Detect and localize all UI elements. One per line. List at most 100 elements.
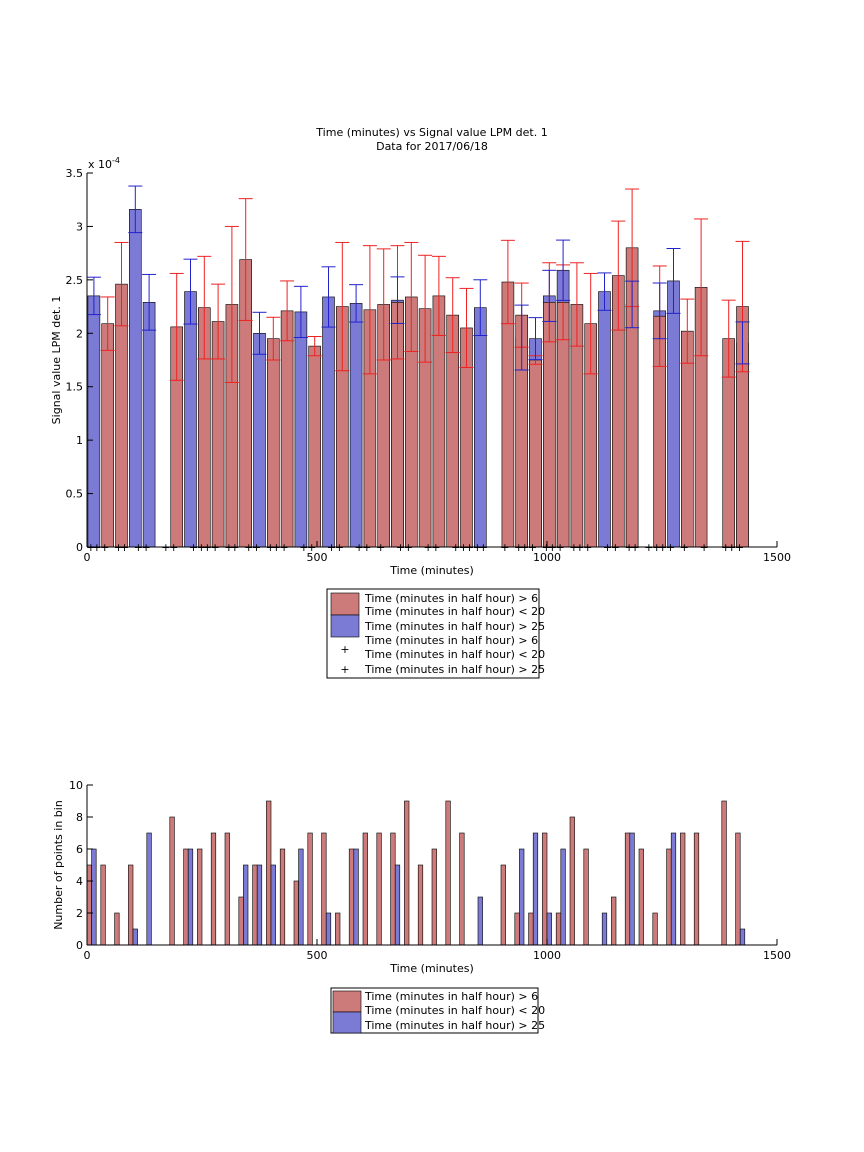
bar-blue [532, 832, 539, 946]
legend-count: Time (minutes in half hour) > 6 Time (mi… [330, 987, 545, 1034]
bar-blue [132, 928, 138, 946]
legend-marker-blue: + [340, 663, 349, 676]
y-tick-label: 10 [69, 779, 83, 792]
x-tick-label: 1500 [763, 949, 791, 962]
y-tick-label: 1 [76, 434, 83, 447]
y-tick-label: 4 [76, 875, 83, 888]
legend-swatch-red [332, 990, 362, 1013]
bar-red [100, 864, 106, 946]
y-tick-label: 2.5 [66, 274, 84, 287]
bar-red [611, 896, 617, 946]
bar-red [362, 832, 368, 946]
bar-red [417, 864, 424, 946]
y-tick-label: 6 [76, 843, 83, 856]
bar-red [335, 912, 341, 946]
bars-layer [87, 209, 749, 548]
bar-red [183, 848, 189, 946]
chart-title: Time (minutes) vs Signal value LPM det. … [315, 126, 547, 139]
bar-blue [394, 864, 401, 946]
legend-entry: Time (minutes in half hour) > 6 [364, 990, 538, 1003]
bar-blue [560, 848, 566, 946]
bar-red [666, 848, 672, 946]
x-tick-label: 500 [307, 551, 328, 564]
x-tick-label: 0 [84, 551, 91, 564]
count-chart: Number of points in bin Time (minutes) 0… [52, 779, 791, 975]
bar-red [459, 832, 465, 946]
x-tick-label: 500 [307, 949, 328, 962]
bar-red [169, 816, 175, 946]
bar-red [210, 832, 217, 946]
bar-red [390, 832, 396, 946]
bar-red [514, 912, 520, 946]
bar-blue [146, 832, 152, 946]
axes-layer: 0 500 1000 1500 0 2 4 6 8 10 [69, 779, 791, 962]
legend-entry: Time (minutes in half hour) < 20 [364, 605, 545, 618]
bar-red [735, 832, 741, 946]
bar-blue [184, 291, 197, 548]
bar-red [404, 800, 410, 946]
legend-swatch-blue [332, 1011, 362, 1034]
bar-red [308, 345, 321, 548]
error-bars-layer [86, 185, 750, 383]
bar-red [376, 832, 382, 946]
bar-red [252, 864, 258, 946]
legend-swatch-red [330, 592, 360, 616]
bar-blue [91, 848, 97, 946]
y-tick-label: 0 [76, 541, 83, 554]
bar-red [624, 832, 631, 946]
bar-blue [256, 864, 263, 946]
x-tick-label: 1500 [763, 551, 791, 564]
legend-entry: Time (minutes in half hour) > 6 [364, 634, 538, 647]
bar-blue [629, 832, 635, 946]
legend-entry: Time (minutes in half hour) > 25 [364, 620, 545, 633]
bar-red [307, 832, 313, 946]
bar-blue [325, 912, 332, 946]
bar-blue [598, 291, 611, 548]
y-tick-label: 2 [76, 907, 83, 920]
bar-red [721, 800, 727, 946]
axes-layer: 0 500 1000 1500 0 0.5 1 1.5 2 2.5 3 3.5 [66, 167, 792, 564]
bar-blue [670, 832, 677, 946]
bar-red [293, 880, 299, 946]
y-tick-label: 0.5 [66, 488, 84, 501]
bar-red [348, 848, 355, 946]
bar-blue [298, 848, 304, 946]
bar-blue [546, 912, 552, 946]
y-tick-label: 2 [76, 327, 83, 340]
bar-red [267, 338, 280, 548]
bar-red [638, 848, 644, 946]
x-tick-label: 0 [84, 949, 91, 962]
bar-blue [474, 307, 487, 548]
y-axis-label: Signal value LPM det. 1 [50, 296, 63, 425]
bar-red [114, 912, 120, 946]
bar-blue [270, 864, 276, 946]
bar-red [583, 848, 589, 946]
bar-red [280, 310, 294, 548]
legend-marker-red: + [340, 643, 349, 656]
bar-red [224, 832, 230, 946]
bar-red [555, 912, 562, 946]
bar-blue [349, 303, 363, 548]
legend-signal: + + Time (minutes in half hour) > 6 Time… [326, 588, 545, 679]
y-tick-label: 8 [76, 811, 83, 824]
bar-red [197, 848, 203, 946]
bar-red [431, 848, 437, 946]
bar-red [652, 912, 658, 946]
bar-blue [353, 848, 359, 946]
y-multiplier: x 10-4 [88, 156, 120, 171]
bar-red [101, 323, 114, 548]
y-tick-label: 3 [76, 220, 83, 233]
bar-red [266, 800, 272, 946]
bar-blue [294, 311, 308, 548]
bar-blue [187, 848, 194, 946]
bar-blue [519, 848, 525, 946]
bar-red [693, 832, 700, 946]
bar-blue [129, 209, 142, 548]
bar-blue [477, 896, 483, 946]
bar-red [321, 832, 327, 946]
y-tick-label: 3.5 [66, 167, 84, 180]
bar-red [238, 896, 244, 946]
bar-red [680, 832, 686, 946]
bar-red [569, 816, 575, 946]
